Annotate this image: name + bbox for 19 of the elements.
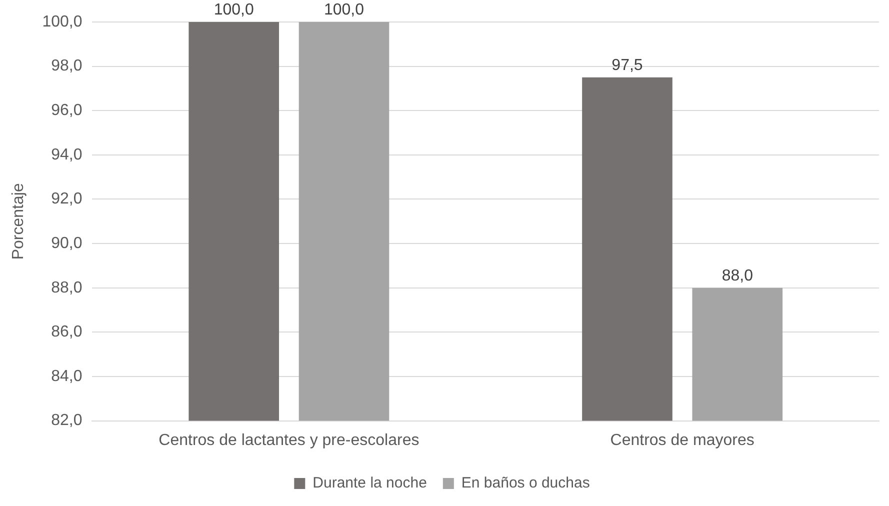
legend-label: En baños o duchas <box>461 474 590 492</box>
x-tick-label: Centros de lactantes y pre-escolares <box>158 432 420 449</box>
data-label: 100,0 <box>214 1 254 18</box>
x-tick-label: Centros de mayores <box>610 432 754 449</box>
y-tick-label: 96,0 <box>51 102 82 120</box>
y-tick-label: 92,0 <box>51 190 82 208</box>
y-tick-label: 88,0 <box>51 279 82 296</box>
data-label: 88,0 <box>722 267 754 284</box>
data-label: 97,5 <box>612 56 643 74</box>
y-tick-label: 100,0 <box>42 13 82 30</box>
y-tick-label: 90,0 <box>51 234 82 252</box>
y-axis-title: Porcentaje <box>10 183 28 260</box>
y-tick-label: 86,0 <box>51 324 82 341</box>
y-tick-label: 98,0 <box>51 58 82 75</box>
data-label: 100,0 <box>324 1 364 18</box>
y-tick-label: 84,0 <box>51 368 82 385</box>
legend-label: Durante la noche <box>312 474 427 492</box>
y-tick-label: 82,0 <box>51 412 82 430</box>
y-tick-label: 94,0 <box>51 146 82 164</box>
